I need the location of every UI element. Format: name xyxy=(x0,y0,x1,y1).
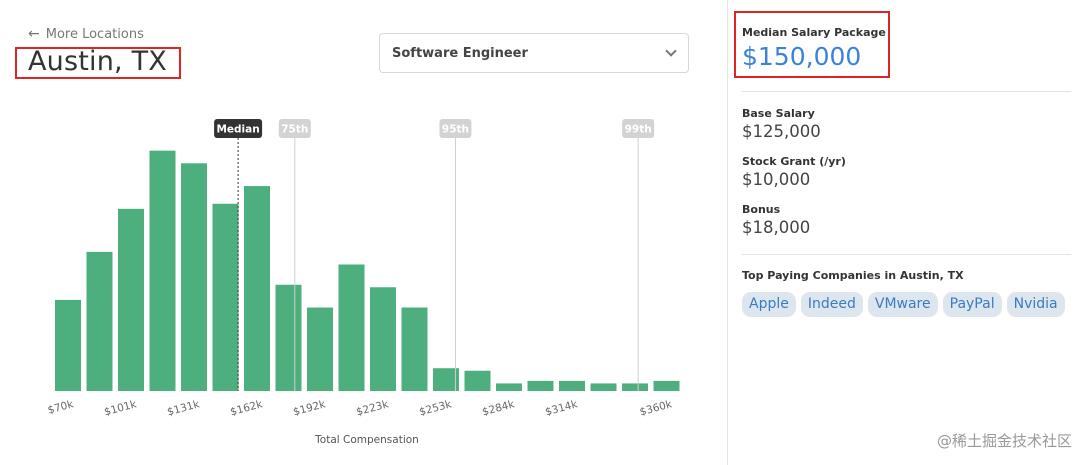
percentile-marker-badge xyxy=(439,119,472,138)
percentile-marker: 75th xyxy=(278,119,311,391)
highlight-box-median xyxy=(734,11,890,78)
x-tick-label: $162k xyxy=(229,398,265,418)
percentile-marker-label: 75th xyxy=(281,124,308,136)
job-title-select[interactable]: Software Engineer xyxy=(379,33,689,73)
histogram-bar xyxy=(212,203,239,391)
histogram-bar xyxy=(590,383,617,391)
histogram-bar xyxy=(622,383,648,391)
x-axis-title: Total Compensation xyxy=(314,434,419,446)
x-tick-label: $70k xyxy=(46,398,75,417)
x-tick-label: $360k xyxy=(638,398,674,418)
median-salary-label: Median Salary Package xyxy=(742,26,886,39)
histogram-bar xyxy=(401,307,428,391)
bonus-value: $18,000 xyxy=(742,218,811,237)
company-chip-paypal[interactable]: PayPal xyxy=(942,292,1002,317)
more-locations-link[interactable]: ← More Locations xyxy=(28,26,144,42)
company-chip-apple[interactable]: Apple xyxy=(742,292,796,317)
compensation-histogram: Median 75th 95th 99th $70k $101k $131k $162k $1… xyxy=(46,119,680,446)
x-tick-label: $192k xyxy=(292,398,328,418)
percentile-marker-label: 95th xyxy=(442,124,469,136)
histogram-bar xyxy=(464,370,491,391)
divider xyxy=(742,254,1071,255)
base-salary-label: Base Salary xyxy=(742,107,815,120)
histogram-bar xyxy=(149,150,176,391)
company-chip-list: Apple Indeed VMware PayPal Nvidia xyxy=(742,292,1065,317)
divider xyxy=(742,91,1071,92)
percentile-marker-label: Median xyxy=(216,124,259,136)
stock-grant-value: $10,000 xyxy=(742,170,811,189)
percentile-markers: Median 75th 95th 99th xyxy=(214,119,655,391)
histogram-bar xyxy=(55,299,81,391)
histogram-bar xyxy=(559,380,585,391)
x-tick-label: $284k xyxy=(481,398,517,418)
histogram-bar xyxy=(244,186,270,391)
bonus-label: Bonus xyxy=(742,203,781,216)
x-tick-label: $253k xyxy=(418,398,454,418)
percentile-marker-badge xyxy=(278,119,311,138)
percentile-marker-badge xyxy=(214,119,263,138)
percentile-marker: 95th xyxy=(439,119,472,391)
x-tick-label: $101k xyxy=(103,398,139,418)
page-title: Austin, TX xyxy=(28,46,168,77)
percentile-marker: Median xyxy=(214,119,263,391)
compensation-panel: ← More Locations Austin, TX Software Eng… xyxy=(15,26,689,446)
bars-group xyxy=(55,150,680,391)
stock-grant-label: Stock Grant (/yr) xyxy=(742,155,846,168)
company-chip-vmware[interactable]: VMware xyxy=(867,292,938,317)
histogram-bar xyxy=(496,383,522,391)
median-salary-value: $150,000 xyxy=(742,42,862,71)
salary-summary-panel: Median Salary Package $150,000 Base Sala… xyxy=(742,0,1072,465)
x-tick-label: $223k xyxy=(355,398,391,418)
company-chip-nvidia[interactable]: Nvidia xyxy=(1006,292,1065,317)
histogram-bar xyxy=(370,287,396,391)
highlight-box-city xyxy=(15,47,181,79)
percentile-marker: 99th xyxy=(622,119,655,391)
histogram-bar xyxy=(653,380,680,391)
job-title-value: Software Engineer xyxy=(392,45,528,61)
arrow-left-icon: ← xyxy=(28,26,40,42)
histogram-bar xyxy=(86,251,113,391)
histogram-bar xyxy=(275,284,302,391)
watermark: @稀土掘金技术社区 xyxy=(936,432,1072,450)
x-axis-ticks: $70k $101k $131k $162k $192k $223k $253k $284k $… xyxy=(46,398,674,418)
percentile-marker-badge xyxy=(622,119,655,138)
x-tick-label: $131k xyxy=(166,398,202,418)
more-locations-label: More Locations xyxy=(45,26,144,42)
base-salary-value: $125,000 xyxy=(742,122,821,141)
x-tick-label: $314k xyxy=(544,398,580,418)
percentile-marker-label: 99th xyxy=(625,124,652,136)
histogram-bar xyxy=(307,307,333,391)
histogram-bar xyxy=(433,368,459,391)
company-chip-indeed[interactable]: Indeed xyxy=(800,292,863,317)
histogram-bar xyxy=(527,380,554,391)
histogram-bar xyxy=(181,163,207,391)
top-companies-title: Top Paying Companies in Austin, TX xyxy=(742,269,964,282)
histogram-bar xyxy=(338,264,365,391)
histogram-bar xyxy=(118,208,144,391)
panel-divider xyxy=(727,0,728,465)
